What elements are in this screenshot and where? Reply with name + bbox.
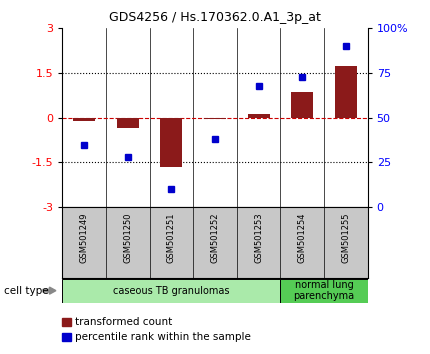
Text: GSM501253: GSM501253 [254, 213, 263, 263]
Text: normal lung
parenchyma: normal lung parenchyma [293, 280, 355, 302]
Title: GDS4256 / Hs.170362.0.A1_3p_at: GDS4256 / Hs.170362.0.A1_3p_at [109, 11, 321, 24]
Text: transformed count: transformed count [75, 317, 172, 327]
Text: GSM501252: GSM501252 [211, 213, 219, 263]
Text: GSM501254: GSM501254 [298, 213, 307, 263]
Bar [204, 118, 226, 119]
Bar [73, 118, 95, 121]
Bar [117, 118, 138, 128]
Text: cell type: cell type [4, 286, 49, 296]
Bar [248, 114, 270, 118]
Text: GSM501250: GSM501250 [123, 213, 132, 263]
Bar [335, 65, 357, 118]
Bar [160, 118, 182, 167]
Text: percentile rank within the sample: percentile rank within the sample [75, 332, 251, 342]
Bar [62, 279, 280, 303]
Bar [291, 92, 313, 118]
Text: caseous TB granulomas: caseous TB granulomas [113, 286, 230, 296]
Text: GSM501255: GSM501255 [341, 213, 350, 263]
Text: GSM501249: GSM501249 [80, 213, 89, 263]
Bar [280, 279, 368, 303]
Text: GSM501251: GSM501251 [167, 213, 176, 263]
